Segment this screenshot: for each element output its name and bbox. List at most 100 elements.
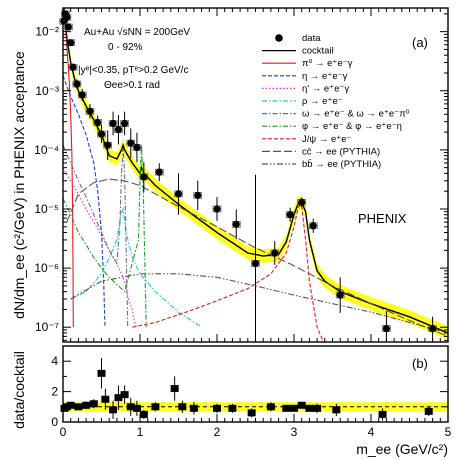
data-point xyxy=(63,13,71,21)
data-point xyxy=(286,211,294,219)
legend-label: cc̄ → ee (PYTHIA) xyxy=(302,146,380,157)
data-point xyxy=(69,63,77,71)
data-point xyxy=(155,168,163,176)
ratio-point xyxy=(282,404,291,412)
series-line-6 xyxy=(63,144,129,328)
ratio-point xyxy=(97,369,106,377)
series-line-7 xyxy=(63,145,147,328)
data-point xyxy=(232,220,240,228)
ratio-point xyxy=(109,406,118,414)
x-tick-label: 0 xyxy=(60,425,67,439)
series-line-3 xyxy=(63,75,106,328)
ratio-point xyxy=(66,401,75,409)
data-point xyxy=(73,80,81,88)
data-point xyxy=(86,107,94,115)
data-point xyxy=(67,39,75,47)
annotation-opening-angle: Θee>0.1 rad xyxy=(104,80,160,91)
ratio-point xyxy=(120,391,129,399)
data-point xyxy=(97,130,106,138)
data-point xyxy=(133,143,141,152)
ratio-point xyxy=(170,385,179,393)
ratio-point xyxy=(213,404,221,412)
ratio-point xyxy=(378,410,387,418)
data-point xyxy=(121,119,129,128)
series-line-4 xyxy=(63,167,138,328)
data-point xyxy=(174,190,183,198)
data-point xyxy=(64,23,72,31)
ratio-point xyxy=(189,404,198,412)
main-panel: 10⁻⁷ 10⁻⁶ 10⁻⁵ 10⁻⁴ 10⁻³ 10⁻² xyxy=(34,7,449,343)
panel-a-tag: (a) xyxy=(412,35,428,50)
phenix-watermark: PHENIX xyxy=(358,211,407,226)
legend-label: cocktail xyxy=(302,46,334,57)
ratio-y-tick-label: 0 xyxy=(51,415,58,429)
ratio-point xyxy=(126,403,135,411)
ratio-panel: 0 1 2 3 4 5 0 2 4 xyxy=(51,345,452,439)
y-tick-label: 10⁻⁶ xyxy=(34,261,59,275)
y-axis-label-main: dN/dm_ee (c²/GeV) in PHENIX acceptance xyxy=(11,51,27,319)
y-tick-label: 10⁻² xyxy=(35,25,59,39)
ratio-point xyxy=(332,406,341,414)
x-axis-label: m_ee (GeV/c²) xyxy=(356,441,448,457)
legend-label: π⁰ → e⁺e⁻γ xyxy=(302,58,353,69)
data-point xyxy=(382,324,390,333)
data-point xyxy=(104,141,112,149)
x-tick-label: 5 xyxy=(445,425,452,439)
ratio-point xyxy=(178,403,187,411)
ratio-point xyxy=(114,394,123,402)
data-point xyxy=(78,91,86,99)
ratio-point xyxy=(74,403,83,411)
panel-b-tag: (b) xyxy=(412,356,428,371)
ratio-point xyxy=(89,400,98,408)
legend-label: η → e⁺e⁻γ xyxy=(302,71,348,82)
legend-label: ρ → e⁺e⁻ xyxy=(302,96,343,107)
x-tick-label: 2 xyxy=(214,425,221,439)
legend-label: data xyxy=(302,33,321,44)
annotation-acceptance: |yᵉ|<0.35, pTᵉ>0.2 GeV/c xyxy=(78,65,188,76)
x-tick-label: 1 xyxy=(137,425,144,439)
series-line-5 xyxy=(70,206,202,328)
ratio-point xyxy=(313,404,322,412)
ratio-point xyxy=(101,395,110,403)
legend-label: bb̄ → ee (PYTHIA) xyxy=(302,159,381,170)
series-line-10 xyxy=(70,273,448,334)
ratio-point xyxy=(290,404,298,412)
ratio-y-tick-label: 2 xyxy=(51,385,58,399)
data-point xyxy=(94,118,102,127)
x-tick-label: 3 xyxy=(291,425,298,439)
data-point xyxy=(213,205,221,213)
ratio-point xyxy=(247,409,256,417)
data-point xyxy=(271,249,279,257)
y-tick-label: 10⁻³ xyxy=(35,84,59,98)
annotation-collision: Au+Au √sNN = 200GeV xyxy=(84,26,190,38)
legend-label: ω → e⁺e⁻ & ω → e⁺e⁻π⁰ xyxy=(302,109,410,120)
ratio-point xyxy=(228,404,237,412)
data-point xyxy=(251,259,260,268)
legend-label: η' → e⁺e⁻γ xyxy=(302,83,349,94)
ratio-y-tick-label: 4 xyxy=(51,354,58,368)
ratio-point xyxy=(151,403,160,411)
ratio-point xyxy=(132,404,141,412)
y-axis-label-ratio: data/cocktail xyxy=(11,351,27,429)
ratio-point xyxy=(266,403,275,411)
data-point xyxy=(429,324,437,333)
legend-marker-data xyxy=(275,34,283,42)
annotation-centrality: 0 - 92% xyxy=(108,42,143,53)
legend-label: J/ψ → e⁺e⁻ xyxy=(302,134,352,145)
ratio-point xyxy=(424,407,433,415)
data-point xyxy=(309,222,317,230)
data-point xyxy=(298,198,306,206)
ratio-point xyxy=(305,404,314,412)
data-point xyxy=(114,126,123,134)
y-tick-label: 10⁻⁴ xyxy=(34,143,59,157)
x-tick-label: 4 xyxy=(368,425,375,439)
y-tick-label: 10⁻⁷ xyxy=(35,320,59,334)
data-point xyxy=(127,139,135,147)
data-point xyxy=(194,191,202,199)
series-line-9 xyxy=(66,178,448,337)
ratio-point xyxy=(297,401,306,409)
ratio-point xyxy=(139,410,148,418)
data-point xyxy=(336,291,344,299)
